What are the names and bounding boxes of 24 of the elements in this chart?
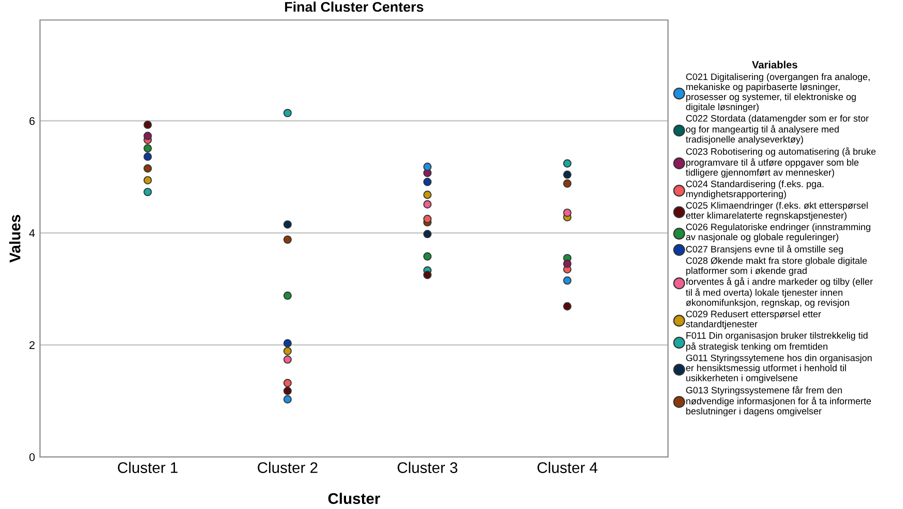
legend-label: C022 Stordata (datamengder som er for stor og for mangeartig til å analysere med tradisjonelle analyseverktøy)	[686, 114, 869, 144]
legend-label: C023 Robotisering og automatisering (å bruke programvare til å utføre oppgaver som ble tidligere gjennomført av mennesker)	[686, 147, 876, 178]
y-axis-title: Values	[9, 214, 20, 263]
legend-label: G013 Styringssystemene får frem den nødvendige informasjonen for å ta informerte beslutninger i dagens omgivelser	[686, 386, 871, 416]
legend-label: C026 Regulatoriske endringer (innstramming av nasjonale og globale reguleringer)	[686, 223, 870, 242]
legend-label: C025 Klimaendringer (f.eks. økt etterspørsel etter klimarelaterte regnskapstjenester)	[686, 202, 868, 221]
x-axis-title: Cluster	[328, 492, 380, 504]
y-tick-label: 6	[30, 117, 35, 125]
chart-title: Final Cluster Centers	[285, 2, 424, 12]
legend-label: F011 Din organisasjon bruker tilstrekkelig tid på strategisk tenking om fremtiden	[686, 332, 868, 352]
y-tick-label: 0	[29, 453, 35, 462]
legend-label: C028 Økende makt fra store globale digitale platformer som i økende grad forventes å gå i andre markeder og tilby (eller til å med overta) lokale tjenester innen økonomifunksjon, regnskap, og revisjon	[686, 257, 873, 308]
legend-label: C021 Digitalisering (overgangen fra analoge, mekaniske og papirbaserte løsninger, prosesser og systemer, til elektroniske og digitale løsninger)	[686, 73, 870, 112]
x-tick-label: Cluster 3	[398, 462, 458, 474]
y-tick-label: 4	[29, 229, 35, 237]
x-tick-label: Cluster 2	[258, 462, 318, 474]
legend-label: G011 Styringssytemene hos din organisasjon er hensiktsmessig utformet i henhold til usikkerheten i omgivelsene	[686, 354, 872, 384]
legend-label: C029 Redusert etterspørsel etter standardtjenester	[686, 310, 822, 330]
x-tick-label: Cluster 1	[118, 462, 178, 474]
legend-title: Variables	[752, 60, 798, 68]
legend-label: C027 Bransjens evne til å omstille seg	[686, 244, 843, 254]
x-tick-label: Cluster 4	[538, 462, 598, 474]
y-tick-label: 2	[30, 341, 35, 349]
legend-label: C024 Standardisering (f.eks. pga. myndighetsrapportering)	[686, 180, 824, 200]
